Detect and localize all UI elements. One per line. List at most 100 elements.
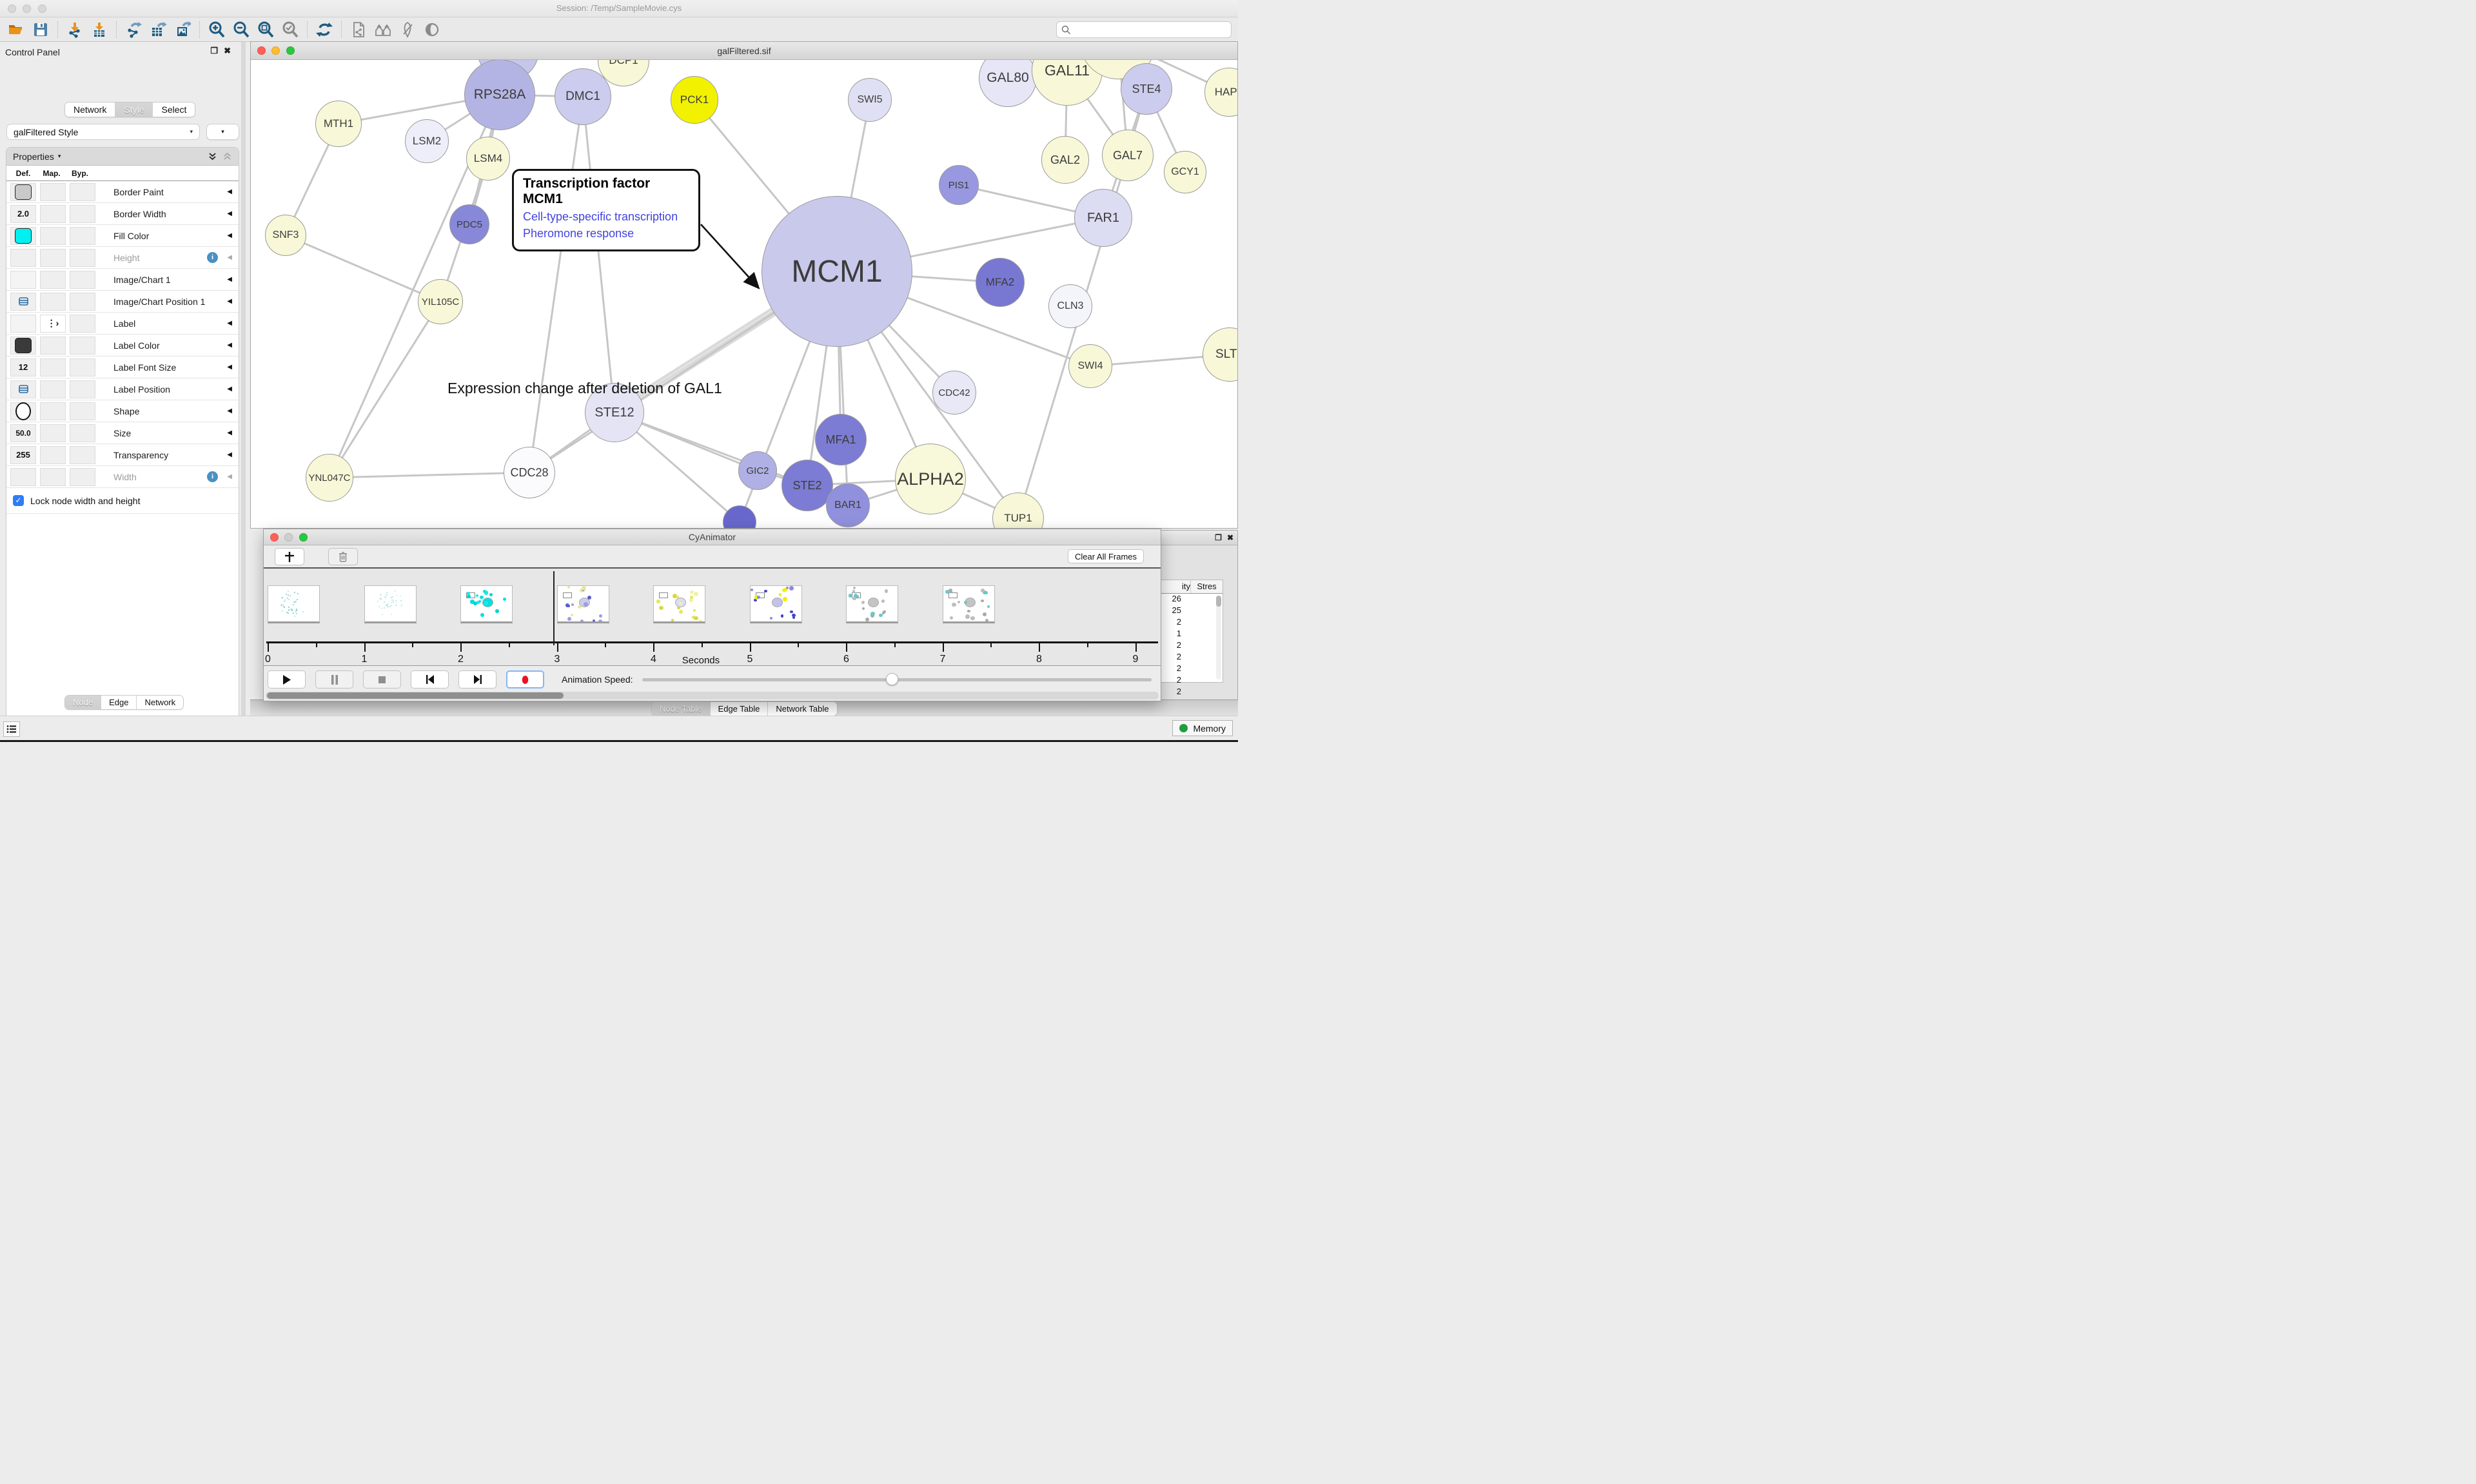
export-network-button[interactable] <box>123 20 144 39</box>
style-dropdown[interactable]: galFiltered Style ▾ <box>6 124 200 140</box>
network-node-far1[interactable]: FAR1 <box>1074 189 1132 247</box>
property-row-border-paint[interactable]: Border Paint ◀ <box>6 181 239 203</box>
property-row-label-color[interactable]: Label Color ◀ <box>6 335 239 356</box>
expand-row-icon[interactable]: ◀ <box>227 254 232 261</box>
column-header[interactable]: ity <box>1155 580 1191 593</box>
default-value-cell[interactable] <box>10 182 36 201</box>
mapping-value-cell[interactable] <box>40 248 66 267</box>
animation-frame-7[interactable] <box>846 585 898 623</box>
network-node-dmc1[interactable]: DMC1 <box>555 68 611 125</box>
property-row-height[interactable]: Height i ◀ <box>6 247 239 269</box>
mapping-value-cell[interactable] <box>40 204 66 223</box>
close-window-icon[interactable] <box>8 5 16 13</box>
expand-row-icon[interactable]: ◀ <box>227 320 232 327</box>
mapping-value-cell[interactable] <box>40 336 66 355</box>
mapping-value-cell[interactable] <box>40 292 66 311</box>
expand-all-icon[interactable] <box>208 151 217 161</box>
animation-frame-4[interactable] <box>556 585 609 623</box>
network-node-mfa1[interactable]: MFA1 <box>815 414 867 465</box>
property-row-label-font-size[interactable]: 12 Label Font Size ◀ <box>6 356 239 378</box>
open-folder-button[interactable] <box>5 20 27 39</box>
network-node-lsm2[interactable]: LSM2 <box>405 119 449 163</box>
network-node-ste12[interactable]: STE12 <box>585 383 644 442</box>
lock-size-row[interactable]: ✓ Lock node width and height <box>6 488 239 514</box>
clear-all-frames-button[interactable]: Clear All Frames <box>1068 549 1144 563</box>
table-cell[interactable]: 2 <box>1176 652 1181 661</box>
bypass-value-cell[interactable] <box>70 445 95 464</box>
close-panel-icon[interactable]: ✖ <box>1226 533 1233 542</box>
checkbox-checked-icon[interactable]: ✓ <box>13 495 24 506</box>
save-button[interactable] <box>30 20 52 39</box>
mapping-value-cell[interactable] <box>40 270 66 289</box>
mapping-value-cell[interactable] <box>40 467 66 486</box>
play-button[interactable] <box>268 670 306 688</box>
close-window-icon[interactable] <box>270 533 279 542</box>
export-table-button[interactable] <box>147 20 169 39</box>
refresh-button[interactable] <box>313 20 335 39</box>
network-node-snf3[interactable]: SNF3 <box>265 215 306 256</box>
network-node-lsm4[interactable]: LSM4 <box>466 137 510 181</box>
network-window-titlebar[interactable]: galFiltered.sif <box>251 42 1237 60</box>
property-row-width[interactable]: Width i ◀ <box>6 466 239 488</box>
bypass-value-cell[interactable] <box>70 270 95 289</box>
zoom-window-icon[interactable] <box>299 533 308 542</box>
bypass-value-cell[interactable] <box>70 314 95 333</box>
default-value-cell[interactable] <box>10 380 36 398</box>
table-vscrollbar[interactable] <box>1216 596 1221 679</box>
annotation-box[interactable]: Transcription factor MCM1 Cell-type-spec… <box>512 169 700 251</box>
minimize-window-icon[interactable] <box>271 46 280 55</box>
network-node-swi5[interactable]: SWI5 <box>848 78 892 122</box>
import-network-button[interactable] <box>64 20 86 39</box>
import-table-button[interactable] <box>88 20 110 39</box>
network-node-ste4[interactable]: STE4 <box>1121 63 1172 115</box>
tab-node[interactable]: Node <box>65 696 102 709</box>
mapping-value-cell[interactable] <box>40 226 66 245</box>
table-cell[interactable]: 2 <box>1176 640 1181 650</box>
network-node-mcm1[interactable]: MCM1 <box>761 196 912 347</box>
property-row-size[interactable]: 50.0 Size ◀ <box>6 422 239 444</box>
animation-frame-3[interactable] <box>460 585 513 623</box>
slider-thumb[interactable] <box>885 673 898 685</box>
network-node-swi4[interactable]: SWI4 <box>1068 344 1112 388</box>
network-node-ste2[interactable]: STE2 <box>781 460 833 511</box>
cyanimator-titlebar[interactable]: CyAnimator <box>264 529 1161 545</box>
expand-row-icon[interactable]: ◀ <box>227 364 232 371</box>
info-icon[interactable]: i <box>207 471 218 482</box>
mapping-value-cell[interactable] <box>40 402 66 420</box>
bypass-value-cell[interactable] <box>70 182 95 201</box>
properties-header[interactable]: Properties ▾ <box>6 148 239 166</box>
network-node-gal2[interactable]: GAL2 <box>1041 136 1089 184</box>
minimize-window-icon[interactable] <box>23 5 32 13</box>
show-panels-button[interactable] <box>3 721 20 737</box>
animation-speed-slider[interactable] <box>642 673 1152 686</box>
bypass-value-cell[interactable] <box>70 204 95 223</box>
zoom-out-button[interactable] <box>230 20 252 39</box>
animation-frame-1[interactable] <box>268 585 320 623</box>
bypass-value-cell[interactable] <box>70 402 95 420</box>
network-node-gic2[interactable]: GIC2 <box>738 451 777 490</box>
bypass-value-cell[interactable] <box>70 226 95 245</box>
skip-to-start-button[interactable] <box>411 670 449 688</box>
default-value-cell[interactable] <box>10 292 36 311</box>
tab-network-table[interactable]: Network Table <box>768 702 837 716</box>
network-node-pis1[interactable]: PIS1 <box>939 165 979 205</box>
add-frame-button[interactable] <box>275 548 304 565</box>
tab-network[interactable]: Network <box>137 696 184 709</box>
network-node-cdc42[interactable]: CDC42 <box>932 371 976 415</box>
network-node-alpha2[interactable]: ALPHA2 <box>895 444 966 514</box>
bypass-value-cell[interactable] <box>70 380 95 398</box>
animation-frame-5[interactable] <box>653 585 705 623</box>
property-row-label[interactable]: ⋮› Label ◀ <box>6 313 239 335</box>
expand-row-icon[interactable]: ◀ <box>227 232 232 239</box>
default-value-cell[interactable] <box>10 270 36 289</box>
playhead[interactable] <box>553 571 555 645</box>
expand-row-icon[interactable]: ◀ <box>227 298 232 305</box>
expand-row-icon[interactable]: ◀ <box>227 386 232 393</box>
bypass-value-cell[interactable] <box>70 248 95 267</box>
default-value-cell[interactable] <box>10 467 36 486</box>
mapping-value-cell[interactable] <box>40 182 66 201</box>
property-row-label-position[interactable]: Label Position ◀ <box>6 378 239 400</box>
tab-edge-table[interactable]: Edge Table <box>710 702 769 716</box>
animation-frame-6[interactable] <box>749 585 802 623</box>
default-value-cell[interactable] <box>10 402 36 420</box>
